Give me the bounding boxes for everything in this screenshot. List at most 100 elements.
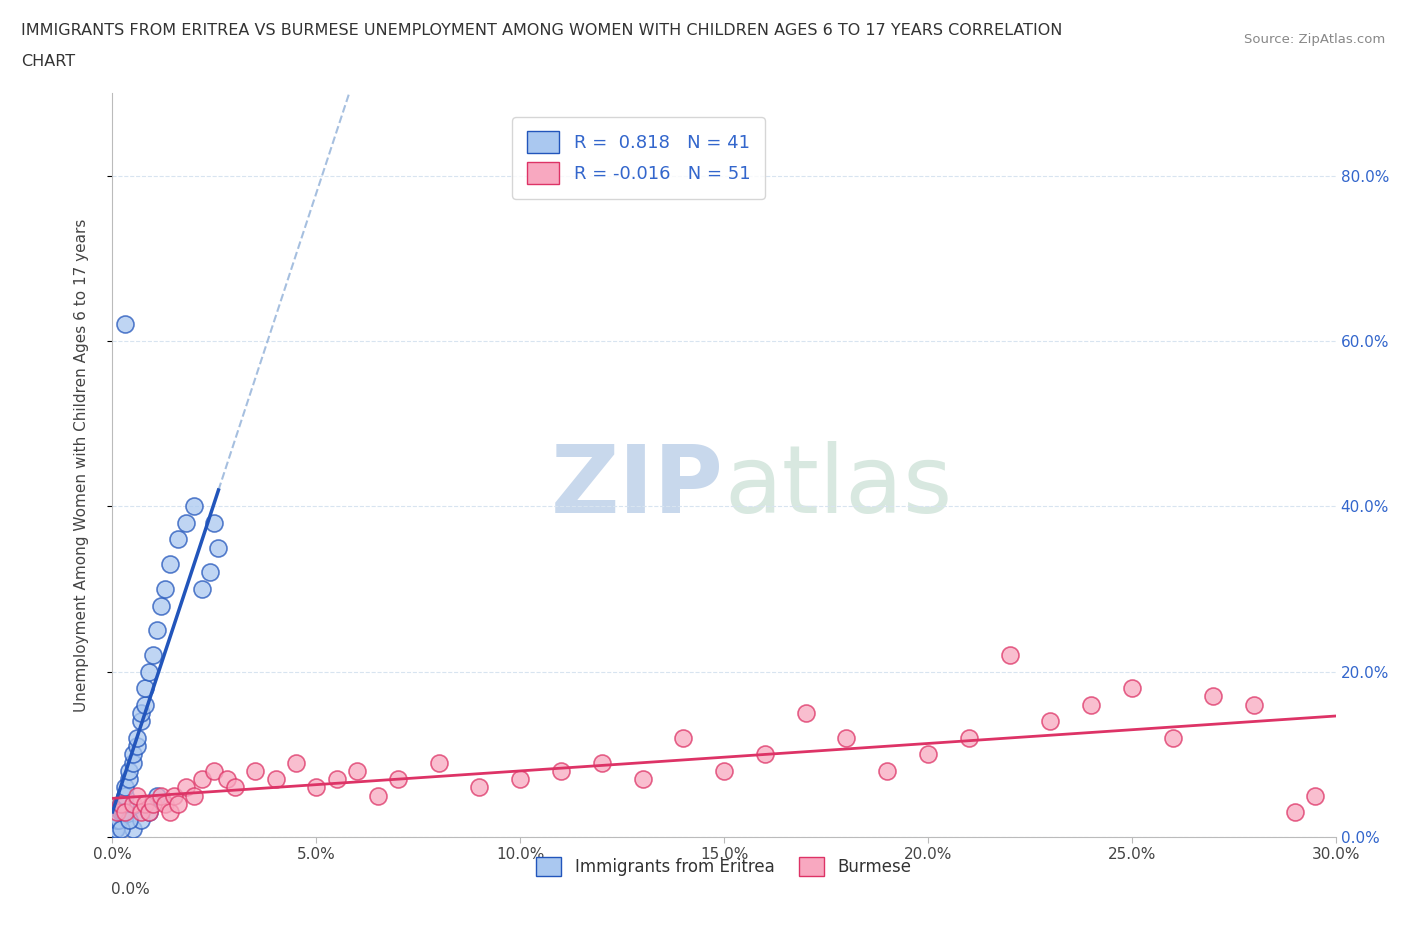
Point [134, 698, 156, 712]
Point [138, 804, 160, 819]
Point [110, 804, 132, 819]
Point [713, 764, 735, 778]
Point [110, 796, 132, 811]
Point [155, 581, 177, 596]
Text: atlas: atlas [724, 442, 952, 533]
Point [114, 780, 136, 795]
Point [129, 804, 152, 819]
Point [183, 498, 205, 513]
Point [118, 813, 141, 828]
Point [146, 789, 169, 804]
Point [122, 821, 145, 836]
Point [1284, 804, 1306, 819]
Point [215, 772, 238, 787]
Point [118, 764, 141, 778]
Point [110, 821, 132, 836]
Point [835, 730, 858, 745]
Point [104, 821, 127, 836]
Point [1121, 681, 1143, 696]
Point [142, 796, 165, 811]
Point [159, 557, 181, 572]
Point [129, 813, 152, 828]
Point [204, 515, 226, 530]
Point [114, 804, 136, 819]
Point [142, 647, 165, 662]
Point [550, 764, 572, 778]
Point [114, 796, 136, 811]
Point [146, 623, 169, 638]
Point [876, 764, 898, 778]
Point [264, 772, 287, 787]
Point [672, 730, 695, 745]
Point [138, 664, 160, 679]
Point [125, 738, 148, 753]
Legend: Immigrants from Eritrea, Burmese: Immigrants from Eritrea, Burmese [529, 848, 920, 884]
Point [122, 796, 145, 811]
Point [159, 804, 181, 819]
Point [917, 747, 939, 762]
Point [166, 796, 188, 811]
Point [125, 789, 148, 804]
Point [245, 764, 267, 778]
Point [509, 772, 531, 787]
Point [1305, 789, 1327, 804]
Point [114, 789, 136, 804]
Point [105, 804, 128, 819]
Point [183, 789, 205, 804]
Text: 0.0%: 0.0% [111, 882, 150, 897]
Point [957, 730, 980, 745]
Point [174, 780, 197, 795]
Point [1039, 714, 1062, 729]
Point [1202, 689, 1225, 704]
Point [111, 804, 134, 819]
Text: CHART: CHART [21, 54, 75, 69]
Point [129, 706, 152, 721]
Point [204, 764, 226, 778]
Point [134, 796, 156, 811]
Point [107, 813, 129, 828]
Point [305, 780, 328, 795]
Point [326, 772, 349, 787]
Point [191, 772, 214, 787]
Point [1161, 730, 1184, 745]
Point [284, 755, 308, 770]
Point [754, 747, 776, 762]
Point [387, 772, 409, 787]
Point [155, 796, 177, 811]
Point [105, 813, 128, 828]
Point [118, 772, 141, 787]
Point [103, 821, 125, 836]
Point [631, 772, 654, 787]
Point [129, 714, 152, 729]
Point [207, 540, 229, 555]
Point [191, 581, 214, 596]
Point [200, 565, 222, 580]
Point [998, 647, 1021, 662]
Text: IMMIGRANTS FROM ERITREA VS BURMESE UNEMPLOYMENT AMONG WOMEN WITH CHILDREN AGES 6: IMMIGRANTS FROM ERITREA VS BURMESE UNEMP… [21, 23, 1063, 38]
Point [1080, 698, 1102, 712]
Point [125, 730, 148, 745]
Point [366, 789, 388, 804]
Text: Source: ZipAtlas.com: Source: ZipAtlas.com [1244, 33, 1385, 46]
Point [468, 780, 491, 795]
Point [174, 515, 197, 530]
Point [166, 532, 188, 547]
Point [150, 598, 173, 613]
Point [346, 764, 368, 778]
Point [105, 813, 128, 828]
Point [163, 789, 186, 804]
Y-axis label: Unemployment Among Women with Children Ages 6 to 17 years: Unemployment Among Women with Children A… [75, 219, 89, 711]
Text: ZIP: ZIP [551, 442, 724, 533]
Point [591, 755, 613, 770]
Point [150, 789, 173, 804]
Point [138, 804, 160, 819]
Point [427, 755, 450, 770]
Point [110, 796, 132, 811]
Point [794, 706, 817, 721]
Point [1243, 698, 1265, 712]
Point [224, 780, 246, 795]
Point [114, 317, 136, 332]
Point [134, 681, 156, 696]
Point [122, 755, 145, 770]
Point [122, 747, 145, 762]
